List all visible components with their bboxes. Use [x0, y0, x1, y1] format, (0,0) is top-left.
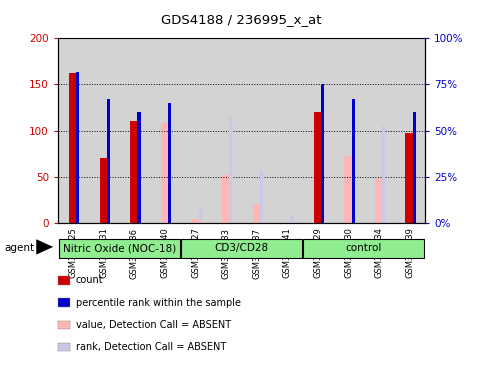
Bar [260, 171, 263, 223]
Bar [180, 38, 211, 223]
Bar [333, 38, 364, 223]
Text: rank, Detection Call = ABSENT: rank, Detection Call = ABSENT [76, 342, 226, 352]
Bar [191, 219, 200, 223]
Bar [229, 116, 232, 223]
Bar [364, 38, 395, 223]
Bar [58, 38, 88, 223]
FancyBboxPatch shape [58, 239, 180, 258]
Text: CD3/CD28: CD3/CD28 [214, 243, 269, 253]
Bar [242, 38, 272, 223]
Bar [69, 73, 78, 223]
Bar [405, 133, 414, 223]
Bar [313, 112, 322, 223]
Text: GDS4188 / 236995_x_at: GDS4188 / 236995_x_at [161, 13, 322, 26]
Bar [303, 38, 333, 223]
Text: agent: agent [5, 243, 35, 253]
Bar [199, 208, 202, 223]
Bar [344, 156, 353, 223]
FancyBboxPatch shape [303, 239, 425, 258]
FancyBboxPatch shape [181, 239, 302, 258]
Bar [321, 84, 324, 223]
Text: percentile rank within the sample: percentile rank within the sample [76, 298, 241, 308]
Bar [395, 38, 425, 223]
Bar [375, 179, 384, 223]
Bar [130, 121, 139, 223]
Bar [99, 158, 108, 223]
Bar [138, 112, 141, 223]
Bar [222, 175, 230, 223]
Bar [88, 38, 119, 223]
Bar [290, 215, 294, 223]
Bar [211, 38, 242, 223]
Bar [119, 38, 150, 223]
Bar [352, 99, 355, 223]
Bar [150, 38, 180, 223]
Polygon shape [36, 239, 53, 255]
Bar [168, 103, 171, 223]
Text: control: control [346, 243, 382, 253]
Bar [76, 71, 79, 223]
Bar [168, 105, 171, 223]
Text: count: count [76, 275, 103, 285]
Bar [161, 123, 170, 223]
Bar [382, 125, 385, 223]
Text: value, Detection Call = ABSENT: value, Detection Call = ABSENT [76, 320, 231, 330]
Bar [272, 38, 303, 223]
Bar [253, 204, 261, 223]
Bar [107, 99, 110, 223]
Bar [413, 112, 416, 223]
Text: Nitric Oxide (NOC-18): Nitric Oxide (NOC-18) [62, 243, 176, 253]
